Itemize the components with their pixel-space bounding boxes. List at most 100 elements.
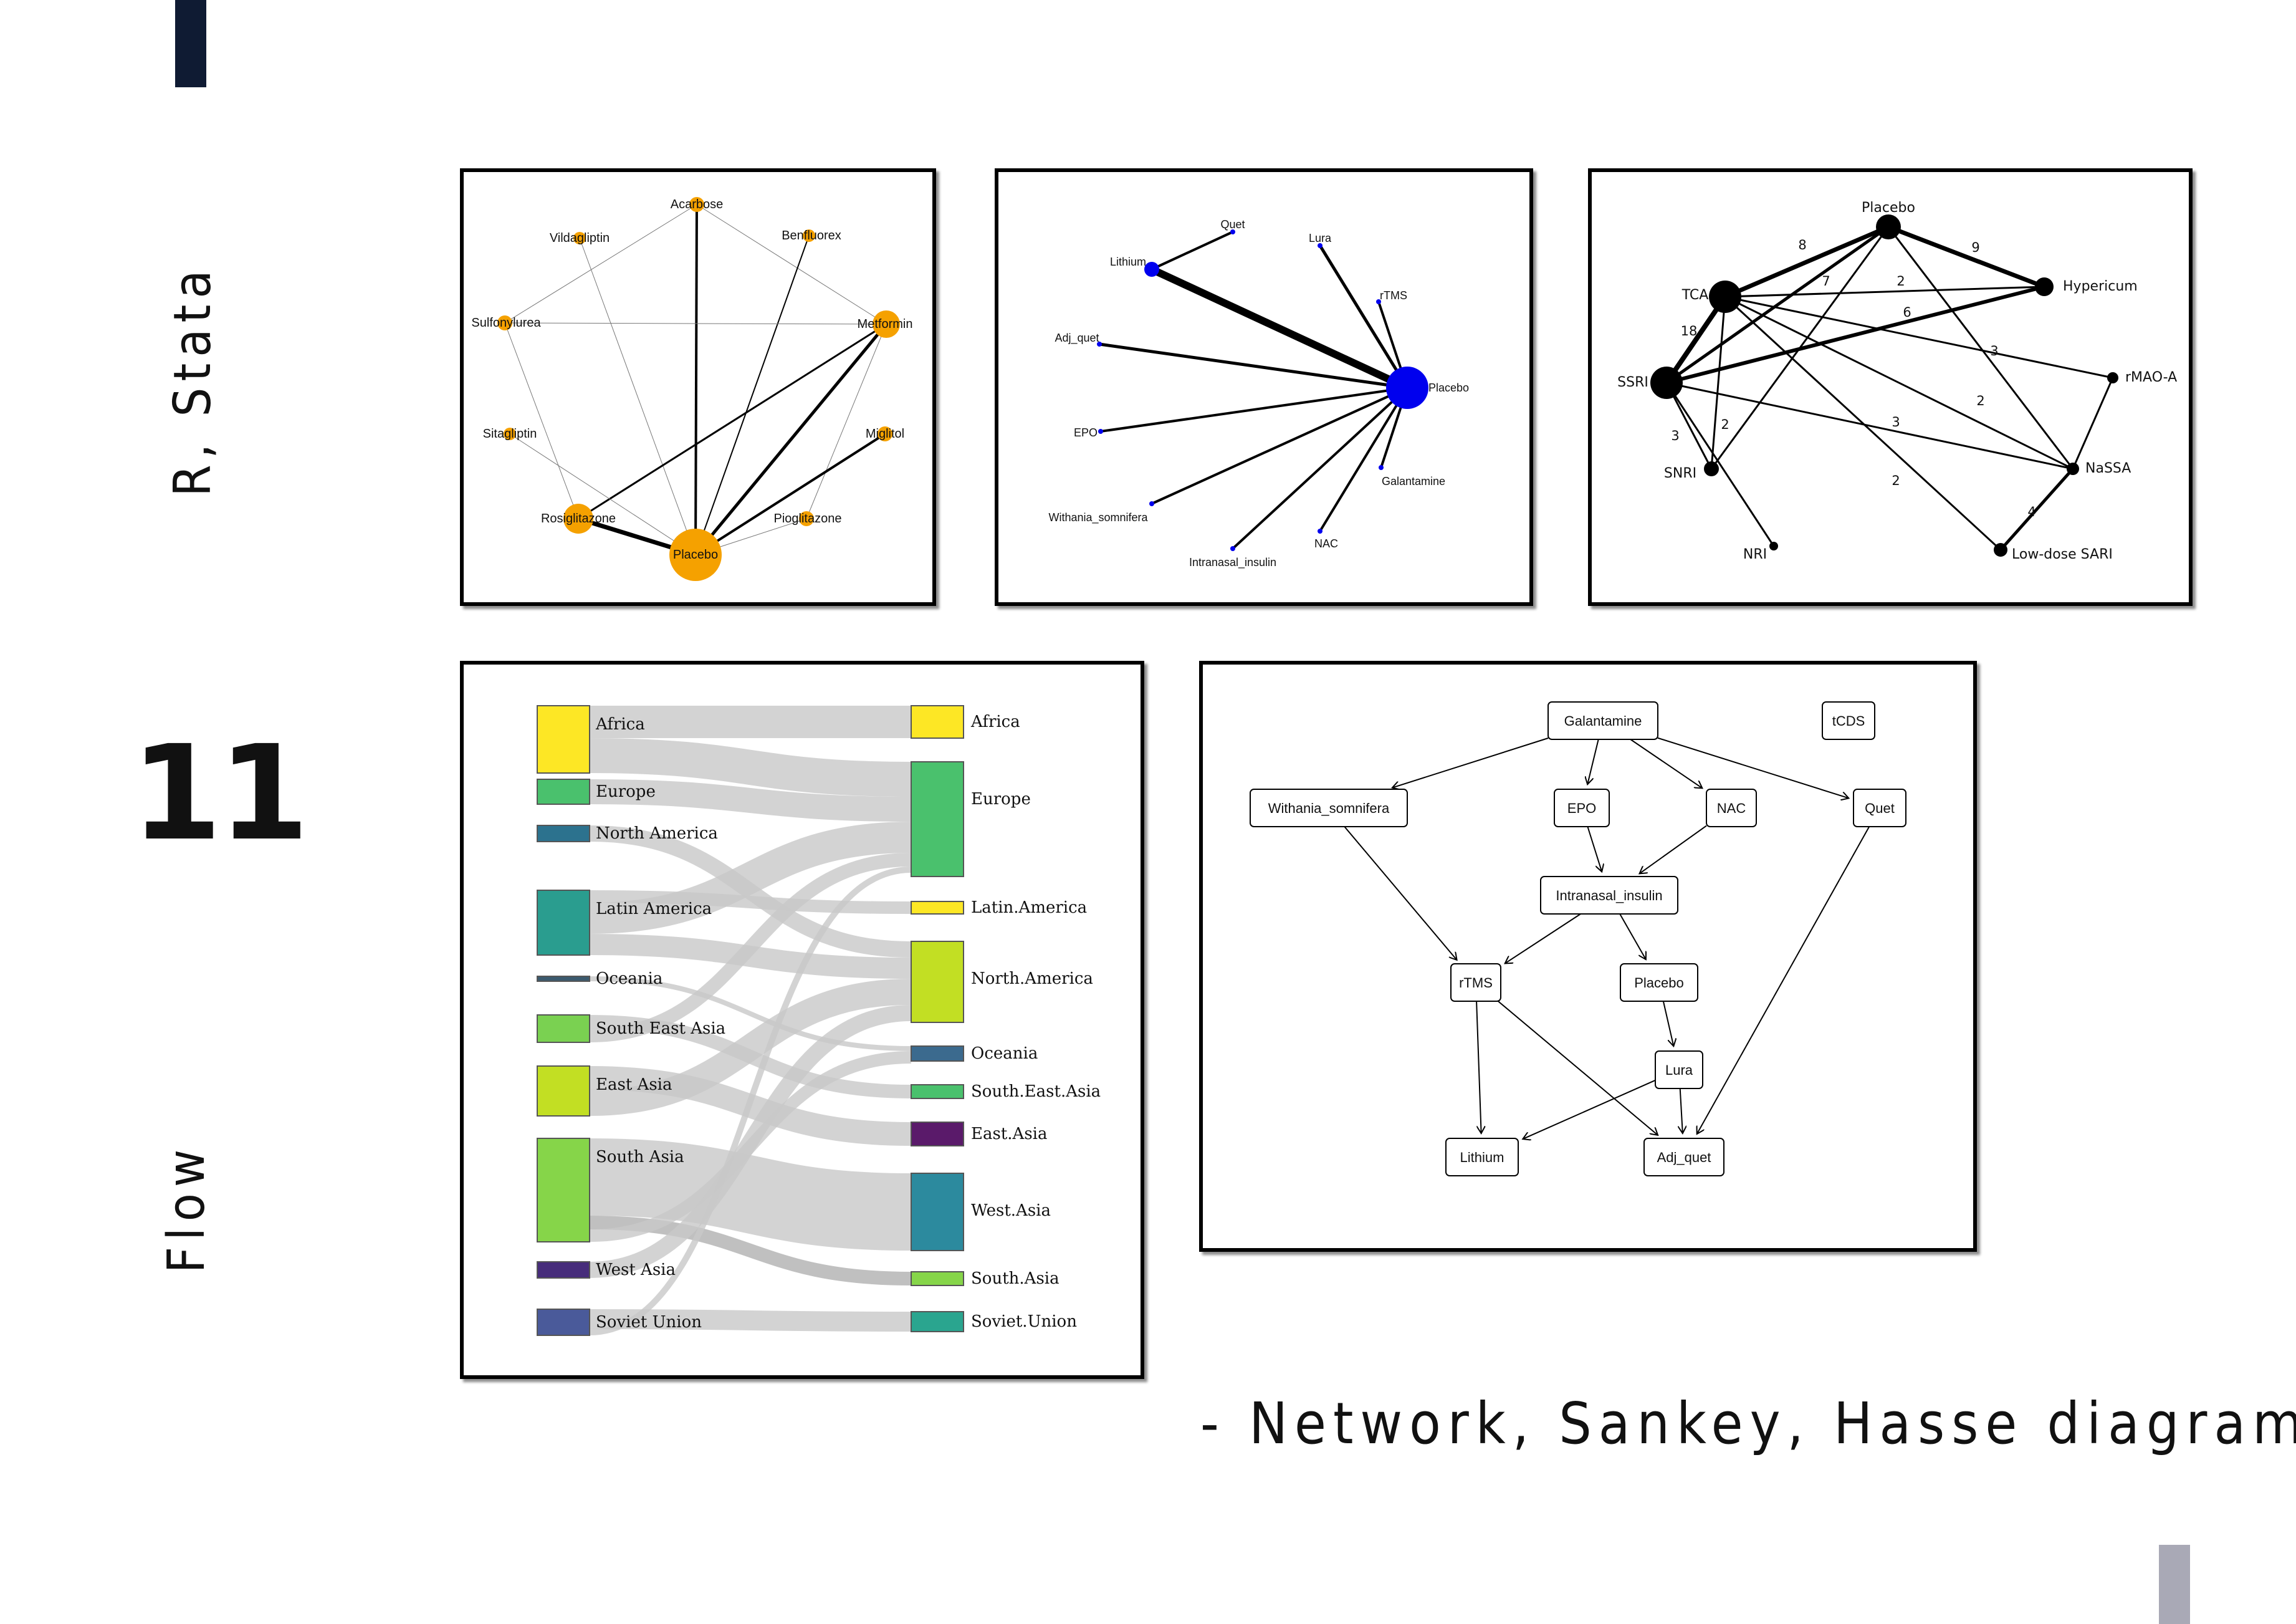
hasse-node [1554,789,1610,827]
network-node [1230,229,1235,234]
side-label-r-stata: R, Stata [163,264,222,497]
network-node-label: Lura [1309,232,1332,244]
hasse-edge [1476,1001,1481,1133]
edge-weight-label: 2 [1976,393,1984,408]
sankey-label-right: South.East.Asia [971,1082,1101,1101]
network-edge [504,322,887,325]
network-node [497,315,512,330]
edge-weight-label: 6 [1903,305,1911,320]
hasse-edge [1662,1001,1674,1046]
network-edge [695,235,810,555]
sankey-label-left: Oceania [596,969,662,988]
network-node-label: Sulfonylurea [471,316,541,330]
sankey-label-right: Africa [970,713,1020,731]
hasse-svg: Galantamine tCDS Withania_somnifera EPO NAC Q… [1250,701,1906,1176]
sankey-label-left: Europe [596,782,656,801]
network-node [2107,372,2118,383]
network-node [878,426,892,441]
network1-svg: Acarbose Vildagliptin Benfluorex Sulfonylur… [471,197,912,581]
sankey-label-right: North.America [971,969,1093,988]
network-node-label: Vildagliptin [550,231,610,245]
hasse-edge [1392,738,1549,788]
hasse-node [1655,1050,1703,1089]
hasse-node-label: rTMS [1459,975,1493,991]
network-node [803,229,815,242]
network-edge [1724,295,2002,551]
network-node [1144,262,1159,277]
section-number: 11 [131,717,309,870]
bottom-accent-bar [2159,1545,2190,1624]
network-node [1876,214,1901,239]
sankey-label-left: West Asia [596,1261,676,1279]
hasse-node [1643,1138,1724,1176]
network-edge [1319,387,1409,532]
network-edge [1151,231,1233,271]
edge-weight-label: 3 [1892,415,1900,430]
sankey-flow [589,853,912,1042]
sankey-label-right: Oceania [971,1044,1038,1063]
network-node-label: Low-dose SARI [2012,547,2113,562]
network-node [799,511,814,526]
hasse-node-label: EPO [1567,800,1596,816]
network-node-label: Acarbose [671,198,724,211]
sankey-node-left [537,825,590,842]
network-node [1379,465,1384,470]
network3-svg: 8 9 7 2 6 18 3 3 3 2 2 2 4 Placebo TCA Hypericum SSRI rMA… [1617,200,2177,562]
network-node-label: Placebo [1862,200,1915,216]
network-edge [694,204,698,555]
sankey-node-right [911,1311,964,1332]
hasse-node [1450,963,1501,1002]
hasse-node [1706,789,1757,827]
sankey-node-left [537,1014,590,1043]
sankey-node-right [911,1084,964,1099]
sankey-label-left: South Asia [596,1148,684,1166]
network-node-label: NRI [1743,547,1767,562]
network-node-label: Intranasal_insulin [1189,556,1276,569]
sankey-flow [589,890,912,914]
hasse-edge [1505,913,1581,963]
network-edge [1151,387,1408,505]
hasse-node-label: Intranasal_insulin [1556,888,1662,903]
sankey-node-left [537,779,590,805]
sankey-flow [589,979,912,1116]
hasse-node [1853,789,1906,827]
network-node-label: Galantamine [1382,475,1445,488]
network-node-label: rTMS [1380,289,1407,302]
sankey-node-right [911,1045,964,1062]
network-edge [578,323,887,520]
sankey-node-right [911,901,964,915]
sankey-label-right: Europe [971,790,1031,809]
network-node [563,504,593,534]
network-node-label: SSRI [1617,375,1648,390]
edge-weight-label: 7 [1822,274,1830,289]
hasse-node-label: Quet [1865,800,1895,816]
hasse-edge [1344,826,1457,960]
network-node [1149,501,1154,506]
network-node-label: Hypericum [2063,279,2138,294]
hasse-edge [1619,913,1646,959]
network-edge [1999,468,2074,551]
network-node [1098,429,1103,434]
network-edge [1666,382,2074,470]
network-node [1709,281,1741,313]
hasse-node-label: NAC [1717,800,1746,816]
edge-weight-label: 9 [1971,240,1979,255]
network-node [669,529,722,581]
network-edge [1724,295,2074,470]
edge-weight-label: 18 [1681,324,1698,339]
hasse-node [1250,789,1408,827]
sankey-svg: Africa Europe North America Latin America Oc… [537,705,1101,1336]
network-edge [1150,266,1409,392]
sankey-diagram: Africa Europe North America Latin America Oc… [460,661,1144,1379]
sankey-node-left [537,976,590,982]
network-node-label: SNRI [1664,466,1696,481]
hasse-node-label: tCDS [1832,713,1865,729]
sankey-node-left [537,705,590,774]
network-plot-antidepressants: 8 9 7 2 6 18 3 3 3 2 2 2 4 Placebo TCA Hypericum SSRI rMA… [1588,168,2193,606]
sankey-node-left [537,1065,590,1117]
hasse-edge [1640,825,1707,874]
hasse-edge [1630,739,1702,788]
network-node [1318,529,1323,534]
hasse-edge [1680,1088,1683,1133]
network-node-label: EPO [1074,426,1098,439]
